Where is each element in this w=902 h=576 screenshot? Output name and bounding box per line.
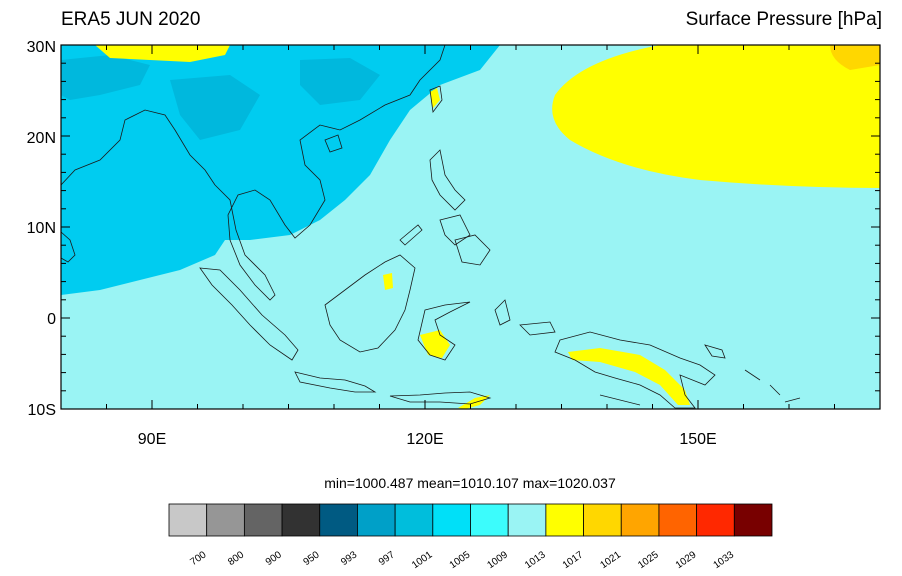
stats-text: min=1000.487 mean=1010.107 max=1020.037: [324, 475, 616, 491]
field-region-high-core: [830, 45, 880, 70]
field-region-1005: [61, 45, 500, 295]
coast-lesser-sunda: [389, 391, 492, 405]
colorbar-swatch: [620, 503, 660, 537]
colorbar-swatch: [357, 503, 396, 537]
colorbar-swatch: [545, 503, 584, 537]
colorbar-swatch: [696, 503, 735, 537]
lat-label-30n: 30N: [27, 39, 56, 56]
field-region-taiwan: [430, 88, 440, 108]
field-region-high: [552, 45, 880, 188]
colorbar-label: 700: [188, 549, 208, 568]
field-region-newguinea: [568, 348, 690, 405]
lat-label-20n: 20N: [27, 130, 56, 147]
colorbar-label: 900: [264, 549, 284, 568]
colorbar-label: 1005: [448, 549, 473, 571]
coast-australia-top: [599, 394, 801, 406]
coast-india: [61, 109, 216, 186]
lon-label-150e: 150E: [679, 431, 716, 448]
coast-mindanao: [454, 234, 491, 266]
colorbar-label: 997: [377, 549, 397, 568]
colorbar-swatch: [281, 503, 321, 537]
colorbar-swatch: [243, 503, 283, 537]
lat-label-10s: 10S: [28, 402, 56, 419]
pressure-field: [61, 45, 880, 409]
axis-ticks: [60, 44, 881, 410]
colorbar-swatch: [206, 503, 245, 537]
colorbar-label: 993: [339, 549, 359, 568]
lon-label-120e: 120E: [406, 431, 443, 448]
colorbar-swatch: [319, 503, 358, 537]
colorbar-swatch: [432, 503, 471, 537]
field-region-timor: [458, 395, 490, 409]
plot-title-left: ERA5 JUN 2020: [61, 9, 201, 30]
colorbar-swatch: [394, 503, 434, 537]
colorbar-swatch: [658, 503, 698, 537]
coast-visayas: [439, 214, 471, 246]
coast-newbritain: [704, 344, 726, 359]
coast-java: [294, 371, 377, 393]
lon-label-90e: 90E: [138, 431, 166, 448]
colorbar-swatch: [470, 503, 509, 537]
colorbar-label: 950: [301, 549, 321, 568]
colorbar-swatch: [507, 503, 547, 537]
coast-sumatra: [199, 267, 299, 361]
colorbar-label: 1001: [410, 549, 435, 571]
coast-halmahera: [494, 299, 511, 326]
colorbar-label: 1009: [485, 549, 510, 571]
field-region-borneo: [383, 273, 393, 290]
coast-newguinea: [554, 331, 716, 409]
colorbar-label: 1021: [598, 549, 623, 571]
field-region-top-strip: [95, 45, 230, 62]
coast-borneo: [324, 254, 416, 353]
coast-indochina: [214, 45, 446, 301]
colorbar: 700 800 900 950 993 997 1001 1005 1009 1013 1017 10…: [168, 503, 773, 571]
coast-luzon: [429, 149, 466, 211]
lat-label-10n: 10N: [27, 220, 56, 237]
coast-solomons: [744, 369, 781, 396]
colorbar-swatch: [168, 503, 208, 537]
plot-title-right: Surface Pressure [hPa]: [685, 9, 882, 30]
colorbar-label: 1025: [636, 549, 661, 571]
field-region-1001: [61, 55, 150, 100]
field-region-1001c: [300, 58, 380, 105]
colorbar-swatch: [583, 503, 622, 537]
coast-palawan: [399, 224, 423, 246]
colorbar-label: 800: [226, 549, 246, 568]
colorbar-label: 1029: [674, 549, 699, 571]
coast-seram: [519, 321, 556, 336]
coastlines: [61, 45, 801, 409]
coast-srilanka: [61, 231, 76, 263]
coast-hainan: [324, 134, 343, 153]
coast-sulawesi: [417, 301, 471, 361]
lat-label-0: 0: [47, 311, 56, 328]
colorbar-label: 1033: [711, 549, 736, 571]
colorbar-label: 1013: [523, 549, 548, 571]
colorbar-label: 1017: [561, 549, 586, 571]
colorbar-swatch: [733, 503, 773, 537]
field-region-1001b: [170, 75, 260, 140]
coast-taiwan: [429, 85, 443, 114]
